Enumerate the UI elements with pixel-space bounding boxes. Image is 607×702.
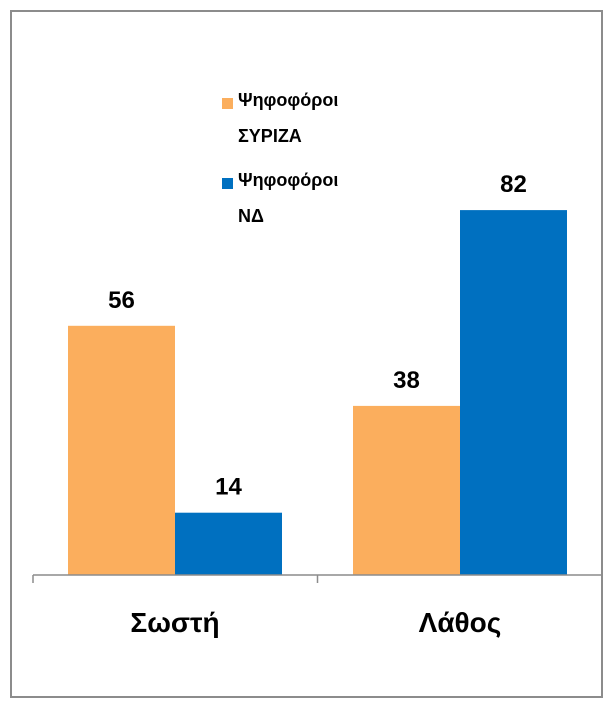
data-label-series-1-2: 38 <box>393 367 420 394</box>
legend-label-1-line-1: Ψηφοφόροι <box>238 90 338 110</box>
legend-label-2-line-2: ΝΔ <box>238 206 264 226</box>
legend-label-1-line-2: ΣΥΡΙΖΑ <box>238 126 302 146</box>
data-label-series-2-1: 14 <box>215 474 242 501</box>
bar-series-2-2 <box>460 210 567 575</box>
data-label-series-1-1: 56 <box>108 287 135 314</box>
bar-series-2-1 <box>175 512 282 575</box>
legend-swatch-2 <box>222 178 233 189</box>
legend-label-2-line-1: Ψηφοφόροι <box>238 170 338 190</box>
bar-series-1-1 <box>68 325 175 575</box>
legend-swatch-1 <box>222 98 233 109</box>
x-tick-label-1: Σωστή <box>130 607 219 638</box>
data-label-series-2-2: 82 <box>500 171 527 198</box>
x-tick-label-2: Λάθος <box>419 607 502 638</box>
bar-series-1-2 <box>353 405 460 575</box>
